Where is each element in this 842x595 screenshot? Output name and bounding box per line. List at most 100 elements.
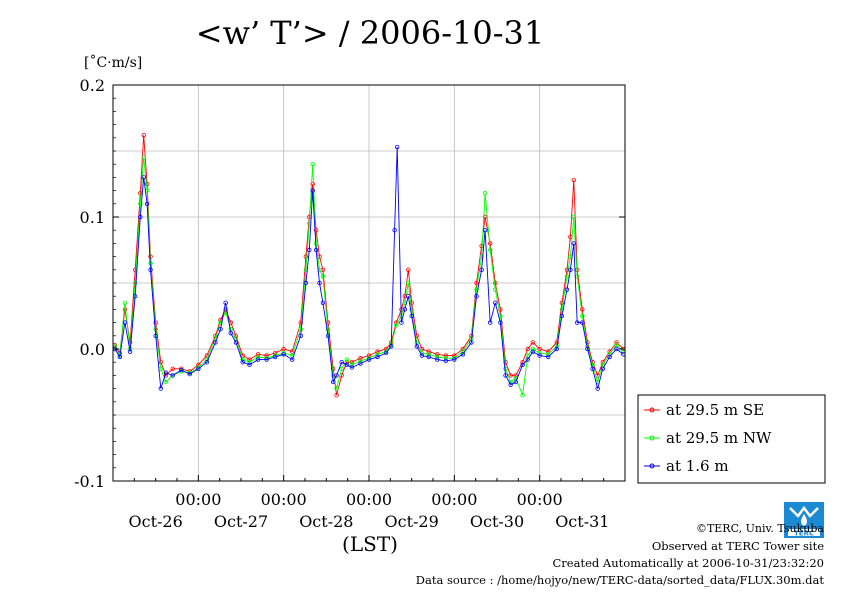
data-point [546, 352, 551, 357]
x-axis-title: (LST) [342, 532, 398, 556]
data-point [590, 366, 595, 371]
data-point [409, 307, 414, 312]
data-point [513, 379, 518, 385]
date-label: Oct-30 [470, 512, 524, 531]
data-point [290, 357, 295, 362]
data-point [383, 350, 389, 356]
data-point [585, 346, 590, 352]
data-point [435, 357, 440, 362]
data-point [228, 330, 233, 336]
data-point [223, 300, 228, 305]
date-label: Oct-26 [129, 512, 183, 531]
data-point [334, 373, 339, 378]
data-point [141, 132, 146, 138]
x-tick-label: 00:00 [261, 490, 307, 509]
axis-ticks: -0.1 0.0 0.1 0.2 00:00 00:00 00:00 00:00 00:00 Oc… [74, 76, 626, 531]
data-point [614, 346, 619, 352]
data-point [595, 386, 600, 391]
data-point [508, 382, 513, 387]
data-point [344, 357, 350, 362]
data-point [240, 360, 245, 365]
data-point [580, 307, 585, 312]
data-point [559, 300, 565, 305]
data-point [138, 201, 143, 206]
data-point [406, 294, 411, 299]
data-point [394, 144, 400, 150]
data-point [493, 287, 498, 292]
data-point [503, 366, 508, 371]
data-point [493, 300, 498, 305]
data-point [325, 327, 331, 332]
data-point [163, 379, 169, 385]
data-point [546, 354, 551, 360]
data-point [344, 362, 350, 368]
data-point [349, 360, 355, 365]
legend-label: at 1.6 m [666, 457, 729, 475]
data-point [158, 360, 163, 365]
data-point [426, 354, 431, 360]
series-line [114, 157, 624, 396]
x-tick-label: 00:00 [175, 490, 221, 509]
data-point [375, 349, 380, 354]
data-point [320, 274, 326, 279]
data-point [487, 247, 493, 253]
data-point [320, 300, 326, 305]
data-point [469, 340, 474, 345]
data-point [525, 346, 530, 352]
data-point [233, 340, 239, 345]
data-point [170, 366, 175, 371]
copyright-text: ©TERC, Univ. Tsukuba [695, 522, 824, 535]
data-point [399, 320, 404, 325]
date-label: Oct-29 [385, 512, 439, 531]
data-point [303, 254, 309, 259]
data-point [298, 333, 303, 338]
data-point [482, 191, 488, 196]
data-point [247, 362, 252, 368]
data-point [520, 360, 525, 365]
data-point [247, 360, 252, 365]
x-tick-label: 00:00 [431, 490, 477, 509]
data-point [272, 353, 278, 358]
data-point [141, 175, 146, 180]
legend-label: at 29.5 m NW [666, 429, 772, 447]
data-point [392, 227, 397, 233]
data-point [122, 320, 128, 325]
data-point [388, 344, 394, 349]
data-point [498, 307, 503, 312]
terc-logo: TERC [784, 502, 824, 538]
data-point [122, 307, 128, 312]
data-point [530, 340, 536, 345]
data-point [564, 287, 570, 292]
legend-swatch-marker [649, 463, 655, 469]
data-point [144, 181, 150, 187]
y-tick-label: 0.1 [80, 208, 105, 227]
data-point [580, 320, 585, 325]
data-point [426, 349, 431, 354]
data-point [559, 313, 565, 319]
data-point [272, 354, 278, 360]
data-point [571, 214, 576, 220]
data-point [310, 181, 315, 187]
data-point [554, 346, 559, 352]
data-point [503, 373, 508, 378]
unit-label: [˚C·m/s] [84, 55, 143, 71]
data-point [122, 300, 128, 305]
y-tick-label: -0.1 [74, 472, 105, 491]
data-point [498, 320, 503, 325]
data-point [187, 371, 192, 377]
x-tick-label: 00:00 [517, 490, 563, 509]
data-point [144, 201, 150, 206]
legend: at 29.5 m SE at 29.5 m NW at 1.6 m [637, 394, 826, 484]
data-point [375, 354, 380, 360]
data-point [358, 356, 363, 361]
data-point [537, 350, 542, 356]
legend-swatch-marker [649, 407, 655, 413]
data-point [330, 379, 336, 385]
series-line [114, 135, 624, 396]
series-line [114, 146, 624, 389]
data-point [218, 320, 223, 325]
data-point [406, 280, 411, 286]
data-point [339, 360, 344, 365]
data-point [474, 287, 479, 292]
